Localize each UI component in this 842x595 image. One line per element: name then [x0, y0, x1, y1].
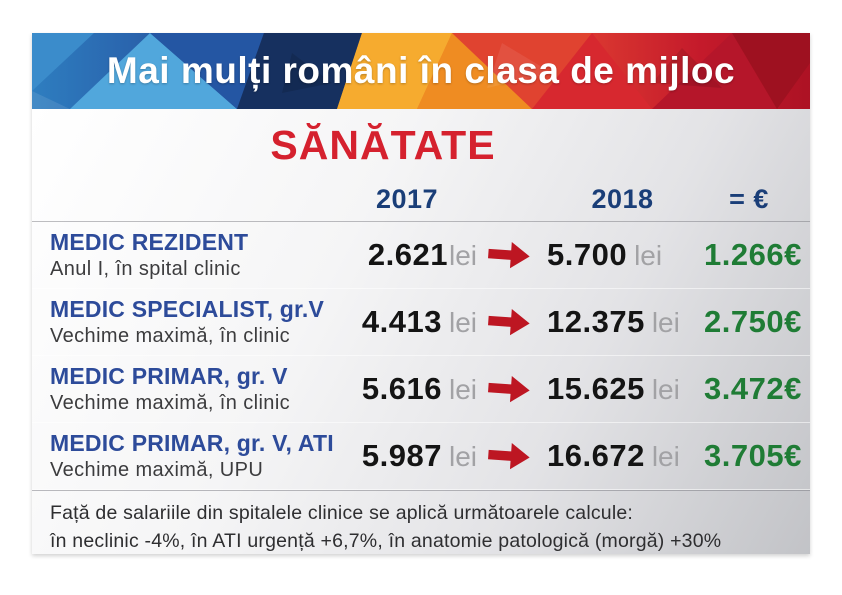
value-2017: 4.413	[361, 304, 442, 339]
banner: Mai mulți români în clasa de mijloc	[32, 33, 810, 109]
currency-label: lei	[448, 307, 477, 338]
currency-label: lei	[651, 441, 680, 472]
row-subtitle: Vechime maximă, în clinic	[50, 324, 291, 347]
table-row: MEDIC PRIMAR, gr. V Vechime maximă, în c…	[32, 356, 810, 423]
column-header-2017: 2017	[375, 184, 439, 214]
value-2017: 5.987	[361, 438, 442, 473]
row-title: MEDIC PRIMAR, gr. V, ATI	[50, 430, 334, 457]
value-euro: 3.705€	[704, 438, 802, 473]
currency-label: lei	[448, 240, 477, 271]
currency-label: lei	[448, 374, 477, 405]
table-row: MEDIC REZIDENT Anul I, în spital clinic …	[32, 222, 810, 289]
table-row: MEDIC PRIMAR, gr. V, ATI Vechime maximă,…	[32, 423, 810, 490]
value-2018: 16.672	[547, 438, 645, 473]
value-euro: 3.472€	[704, 371, 802, 406]
banner-headline: Mai mulți români în clasa de mijloc	[106, 50, 736, 91]
row-subtitle: Vechime maximă, UPU	[50, 458, 264, 481]
currency-label: lei	[448, 441, 477, 472]
currency-label: lei	[651, 307, 680, 338]
footnote-line-2: în neclinic -4%, în ATI urgență +6,7%, î…	[50, 529, 722, 552]
value-2017: 2.621	[367, 237, 448, 272]
table-panel: SĂNĂTATE 2017 2018 = € MEDIC REZIDENT An…	[32, 109, 810, 554]
row-title: MEDIC REZIDENT	[50, 229, 249, 256]
value-2017: 5.616	[361, 371, 442, 406]
value-2018: 5.700	[547, 237, 628, 272]
row-title: MEDIC PRIMAR, gr. V	[50, 363, 288, 390]
value-2018: 15.625	[547, 371, 645, 406]
increase-arrow-icon	[488, 442, 530, 470]
increase-arrow-icon	[488, 375, 530, 403]
infographic-card: Mai mulți români în clasa de mijloc SĂNĂ…	[32, 33, 810, 554]
footnote: Față de salariile din spitalele clinice …	[32, 490, 810, 555]
value-euro: 2.750€	[704, 304, 802, 339]
footnote-line-1: Față de salariile din spitalele clinice …	[50, 502, 634, 524]
row-subtitle: Anul I, în spital clinic	[50, 257, 241, 280]
table-row: MEDIC SPECIALIST, gr.V Vechime maximă, î…	[32, 289, 810, 356]
mosaic-background-icon	[32, 33, 810, 109]
section-title: SĂNĂTATE	[270, 122, 496, 168]
value-2018: 12.375	[547, 304, 645, 339]
increase-arrow-icon	[488, 241, 530, 269]
column-header-euro: = €	[729, 184, 769, 214]
currency-label: lei	[634, 240, 663, 271]
increase-arrow-icon	[488, 308, 530, 336]
currency-label: lei	[651, 374, 680, 405]
column-header-2018: 2018	[591, 184, 654, 214]
row-subtitle: Vechime maximă, în clinic	[50, 391, 291, 414]
row-title: MEDIC SPECIALIST, gr.V	[50, 296, 325, 323]
value-euro: 1.266€	[704, 237, 802, 272]
table-header-row: 2017 2018 = €	[32, 169, 810, 222]
